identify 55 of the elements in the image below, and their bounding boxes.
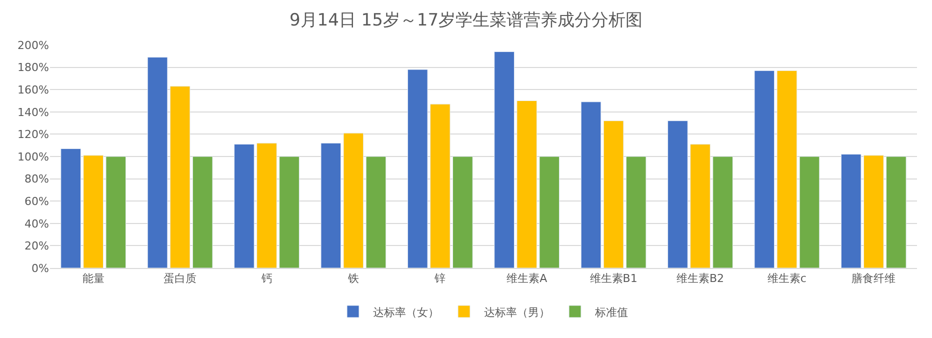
legend-label: 标准值 <box>594 306 628 319</box>
bar <box>256 142 277 268</box>
legend-label: 达标率（男） <box>484 306 550 319</box>
bar <box>192 156 213 268</box>
bar <box>60 148 81 268</box>
bar <box>494 51 514 268</box>
y-tick-label: 140% <box>18 106 49 119</box>
legend-label: 达标率（女） <box>373 306 439 319</box>
bar <box>320 142 342 268</box>
bar <box>366 156 386 268</box>
x-tick-label: 钙 <box>260 272 272 286</box>
bar <box>799 156 820 268</box>
bar <box>516 100 538 268</box>
bar <box>170 86 190 268</box>
y-tick-label: 0% <box>32 262 49 275</box>
bar <box>712 156 733 268</box>
y-tick-label: 60% <box>24 194 49 208</box>
bar <box>83 155 104 268</box>
x-tick-label: 维生素B2 <box>676 272 724 286</box>
bar <box>886 156 906 268</box>
x-tick-label: 维生素A <box>506 272 548 286</box>
bar <box>580 102 602 268</box>
x-tick-label: 锌 <box>434 272 446 286</box>
bar <box>430 104 450 268</box>
x-tick-label: 能量 <box>82 272 104 286</box>
y-tick-label: 40% <box>24 217 49 230</box>
bar <box>840 154 862 268</box>
bar <box>626 156 646 268</box>
bar <box>776 70 798 268</box>
y-tick-label: 200% <box>18 38 49 52</box>
y-tick-label: 120% <box>18 128 49 142</box>
x-tick-label: 膳食纤维 <box>852 272 896 286</box>
x-tick-label: 铁 <box>346 272 359 286</box>
x-tick-label: 维生素B1 <box>590 272 638 286</box>
bar <box>407 69 428 268</box>
bar <box>668 120 688 268</box>
y-tick-label: 100% <box>18 150 49 164</box>
chart-title: 9月14日 15岁～17岁学生菜谱营养成分分析图 <box>289 10 643 30</box>
bar <box>279 156 300 268</box>
y-tick-label: 20% <box>24 240 49 253</box>
bar <box>754 70 775 268</box>
bar <box>863 155 884 268</box>
bar <box>452 156 473 268</box>
bar <box>690 144 710 268</box>
bar <box>343 132 364 268</box>
x-tick-label: 蛋白质 <box>164 272 197 286</box>
bar <box>106 156 126 268</box>
bar <box>147 57 168 268</box>
y-tick-label: 180% <box>18 61 49 74</box>
x-tick-label: 维生素c <box>767 272 806 286</box>
y-tick-label: 80% <box>24 172 49 186</box>
bar <box>234 144 254 268</box>
bar <box>603 120 624 268</box>
y-tick-label: 160% <box>18 83 49 96</box>
bar <box>539 156 560 268</box>
